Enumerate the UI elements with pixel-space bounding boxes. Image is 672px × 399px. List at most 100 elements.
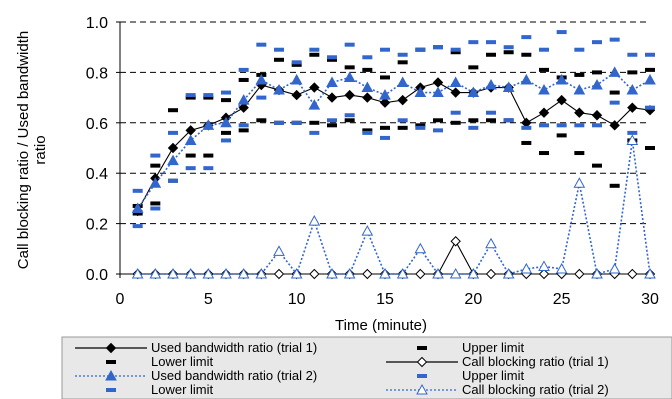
series-4-point-28 [626, 84, 639, 95]
series-1-point-22 [521, 52, 532, 57]
legend: Used bandwidth ratio (trial 1) Upper limi… [61, 336, 672, 399]
series-7-point-7 [255, 267, 268, 279]
series-5-point-27 [609, 37, 620, 42]
series-3 [132, 236, 656, 280]
y-tick-label-4: 0.8 [86, 65, 108, 82]
series-2-point-17 [433, 118, 443, 123]
series-1-point-4 [203, 95, 214, 100]
series-7-point-10 [308, 215, 321, 226]
series-7-line [137, 140, 651, 276]
series-7-point-16 [414, 242, 427, 254]
series-1-point-6 [238, 77, 249, 82]
series-6-point-1 [150, 206, 161, 211]
series-2-point-14 [380, 125, 390, 130]
series-4-point-26 [591, 78, 603, 90]
series-7-point-12 [343, 267, 356, 279]
series-5 [132, 30, 655, 193]
series-2-point-26 [592, 163, 602, 168]
series-1-point-15 [397, 60, 408, 65]
series-1-point-27 [609, 90, 620, 95]
series-6-point-2 [168, 178, 178, 183]
series-4-point-0 [131, 202, 144, 213]
series-5-point-7 [256, 42, 267, 47]
series-7-point-3 [184, 267, 197, 279]
series-3-point-18 [450, 236, 461, 247]
series-6-point-20 [486, 110, 496, 115]
series-5-point-9 [291, 60, 302, 65]
series-7-point-25 [573, 177, 586, 188]
series-5-point-6 [238, 67, 249, 72]
series-4 [131, 66, 656, 213]
series-3-point-8 [273, 268, 285, 280]
series-0-point-24 [556, 94, 567, 106]
series-4-point-13 [361, 81, 374, 93]
series-7-point-26 [591, 267, 603, 279]
series-5-point-18 [450, 47, 461, 52]
series-6-point-12 [344, 113, 355, 118]
series-2-point-1 [150, 201, 161, 206]
series-7-point-6 [237, 267, 250, 279]
legend-marker-0 [105, 342, 117, 354]
x-tick-label-1: 5 [204, 291, 213, 308]
series-5-point-22 [521, 35, 532, 40]
legend-box [61, 336, 672, 399]
series-6-point-13 [362, 130, 373, 135]
x-tick-label-0: 0 [116, 291, 125, 308]
series-0-point-25 [574, 107, 585, 118]
series-6-point-14 [380, 135, 390, 140]
series-6-point-29 [645, 105, 655, 110]
series-2-point-25 [574, 151, 585, 156]
series-6-point-6 [238, 123, 249, 128]
series-4-point-7 [255, 73, 268, 85]
series-0-point-18 [450, 87, 461, 98]
series-1-point-8 [274, 57, 284, 62]
series-6-point-10 [309, 130, 320, 135]
series-7-point-21 [502, 267, 515, 279]
legend-label-7: Call blocking ratio (trial 2) [462, 382, 609, 397]
series-7-point-22 [520, 262, 533, 274]
series-4-point-19 [467, 86, 480, 98]
series-4-point-1 [149, 177, 162, 188]
series-4-point-22 [520, 73, 533, 85]
series-1-point-1 [150, 163, 161, 168]
series-1-point-23 [539, 67, 549, 72]
series-5-point-23 [539, 47, 549, 52]
series-6-point-17 [433, 128, 443, 133]
legend-label-1: Upper limit [462, 340, 525, 355]
series-6-point-5 [221, 138, 231, 143]
series-1-point-13 [362, 67, 373, 72]
legend-label-0: Used bandwidth ratio (trial 1) [151, 340, 317, 355]
series-6-point-11 [327, 118, 337, 123]
series-2-point-11 [327, 123, 337, 128]
series-6 [132, 95, 655, 229]
y-tick-label-3: 0.6 [86, 116, 108, 133]
series-7-point-14 [379, 267, 391, 279]
series-4-point-17 [432, 86, 444, 98]
series-5-point-14 [380, 47, 390, 52]
series-5-point-24 [556, 30, 567, 35]
series-1-point-2 [168, 108, 178, 113]
series-0-point-14 [379, 97, 391, 108]
series-2-point-0 [132, 211, 143, 216]
series-3-point-20 [485, 268, 497, 280]
series-6-point-3 [185, 166, 196, 171]
series-6-point-23 [539, 123, 549, 128]
series-5-point-15 [397, 52, 408, 57]
legend-label-3: Call blocking ratio (trial 1) [462, 354, 609, 369]
series-4-point-10 [308, 99, 321, 110]
series-4-point-4 [202, 119, 215, 130]
series-5-point-13 [362, 55, 373, 60]
series-6-point-4 [203, 166, 214, 171]
series-2-point-7 [256, 118, 267, 123]
series-4-point-27 [608, 66, 621, 77]
series-0-point-10 [309, 82, 320, 93]
series-6-point-27 [609, 100, 620, 105]
series-4-line [137, 71, 651, 209]
series-1-point-28 [627, 70, 638, 75]
series-3-point-23 [538, 268, 550, 280]
series-7-point-28 [626, 134, 639, 145]
series-4-point-2 [167, 154, 179, 166]
x-tick-label-3: 15 [376, 291, 394, 308]
axes [116, 21, 651, 278]
series-0-point-2 [167, 142, 179, 154]
